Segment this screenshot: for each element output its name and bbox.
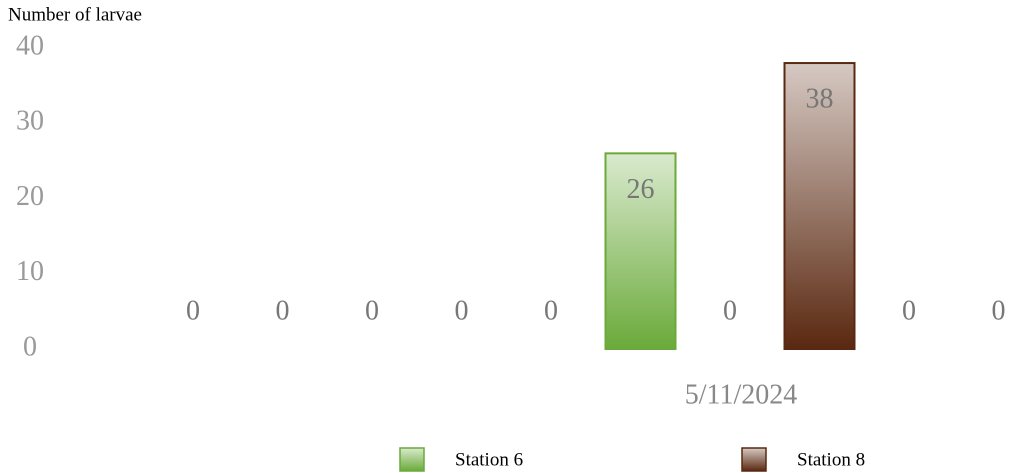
bar [783,62,856,351]
y-tick-label: 0 [23,331,37,362]
y-tick-label: 20 [16,181,44,212]
value-label: 0 [455,295,469,326]
value-label: 0 [186,295,200,326]
y-tick-label: 30 [16,106,44,137]
legend-label: Station 6 [455,449,523,470]
value-label: 38 [806,83,834,114]
x-tick-label: 5/11/2024 [685,379,798,410]
value-label: 0 [902,295,916,326]
legend-swatch [399,447,425,472]
y-tick-label: 10 [16,256,44,287]
legend-swatch [741,447,767,472]
legend-label: Station 8 [797,449,865,470]
y-axis-title: Number of larvae [8,4,142,25]
value-label: 0 [276,295,290,326]
value-label: 0 [544,295,558,326]
value-label: 0 [992,295,1006,326]
bar [604,152,677,350]
value-label: 0 [365,295,379,326]
y-tick-label: 40 [16,30,44,61]
value-label: 0 [723,295,737,326]
value-label: 26 [627,174,655,205]
